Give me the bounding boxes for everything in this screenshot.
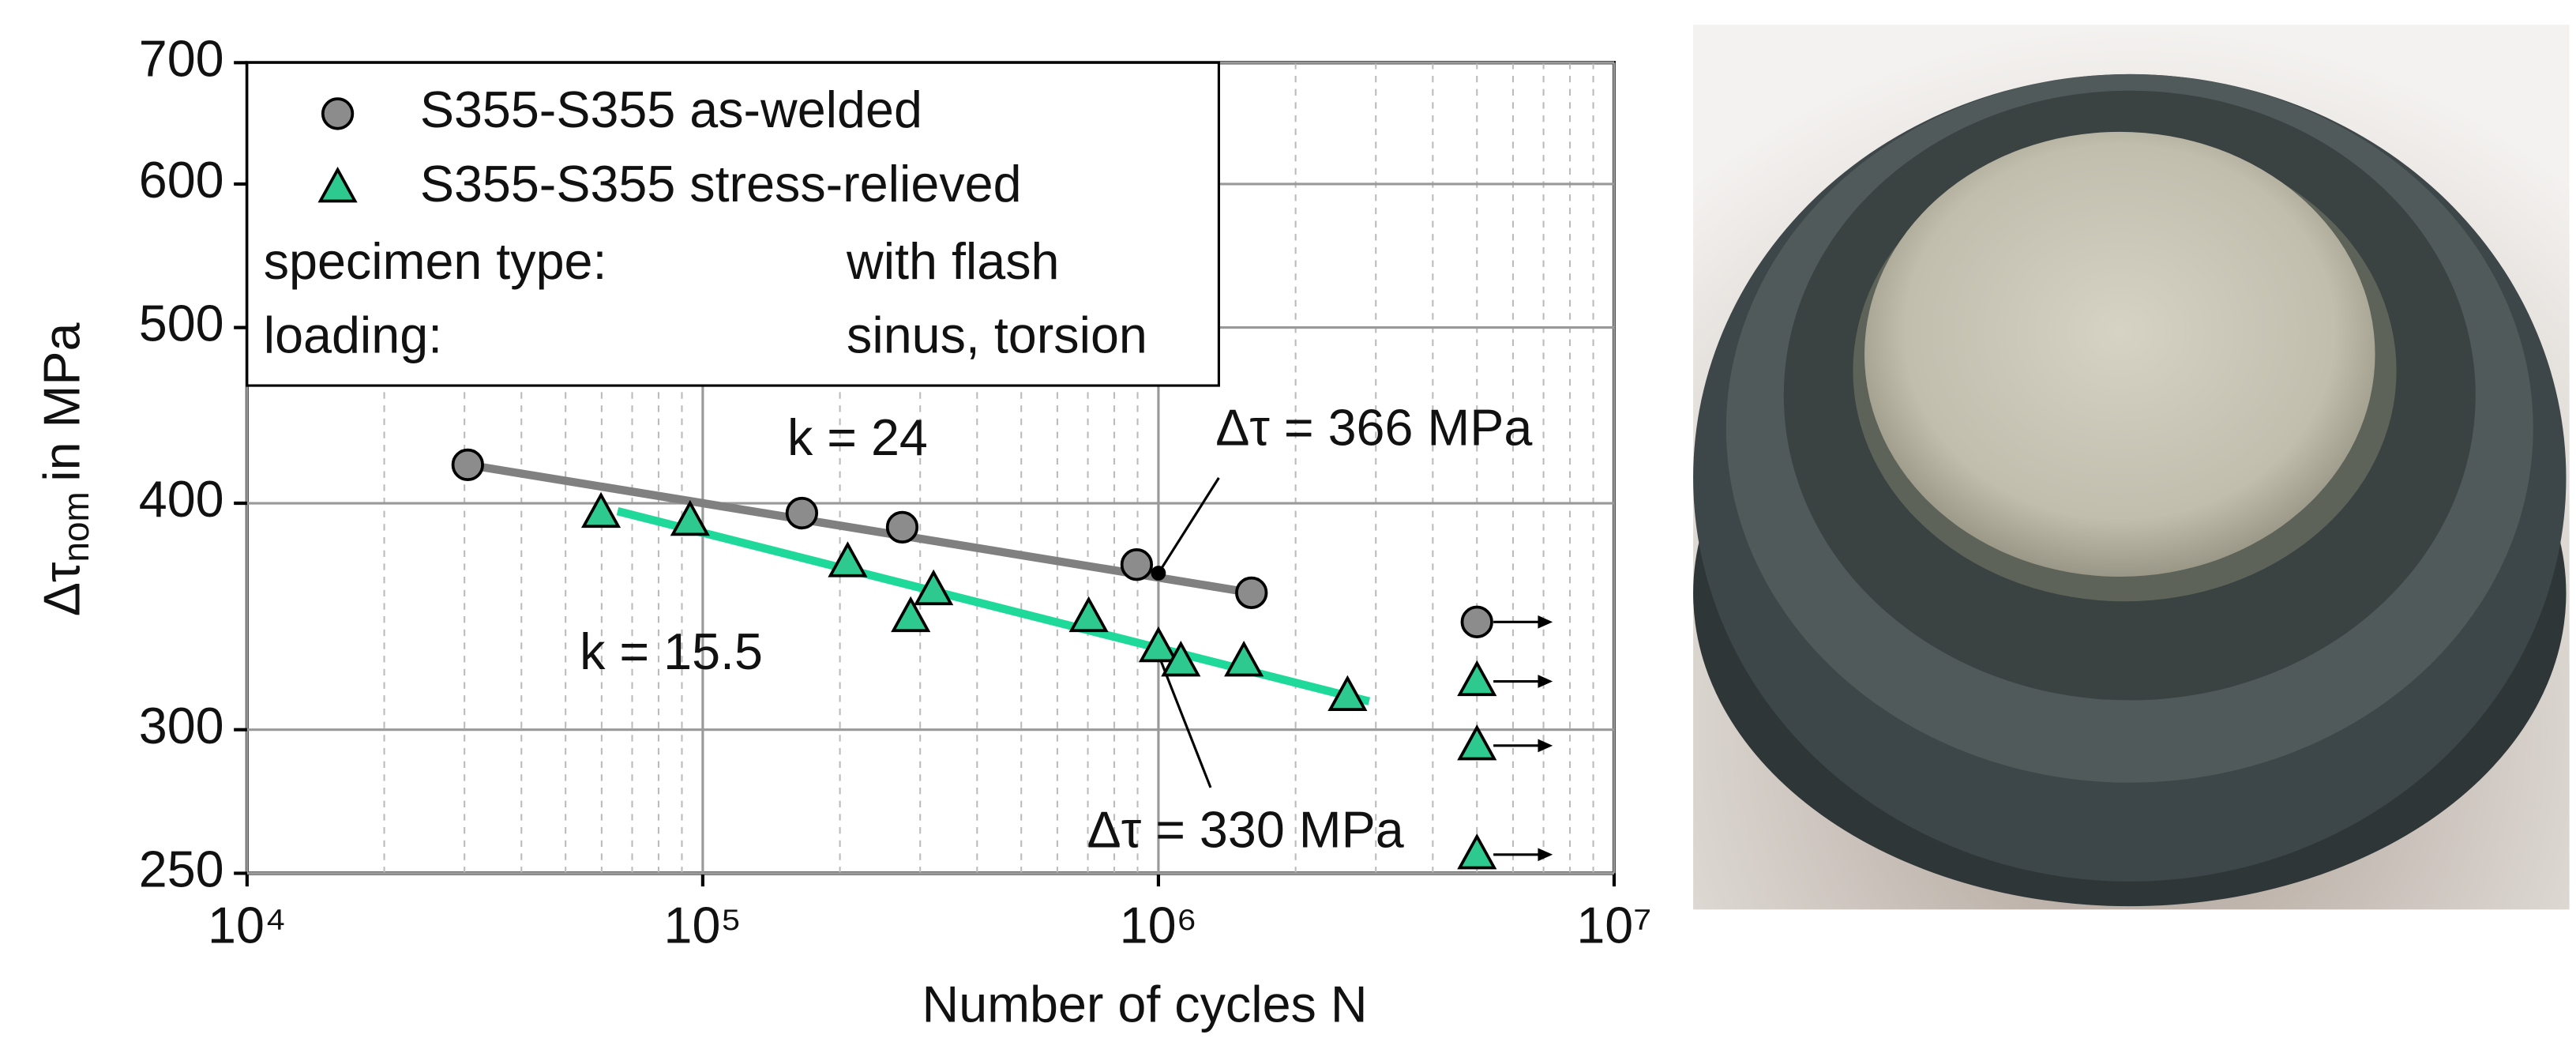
y-tick-label: 500 (139, 295, 224, 352)
runout-arrowhead (1538, 675, 1553, 688)
slope-label: k = 24 (787, 408, 928, 466)
y-tick-label: 700 (139, 29, 224, 87)
data-point (914, 569, 954, 606)
runout-arrowhead (1538, 848, 1553, 862)
runout-point (1460, 605, 1493, 638)
leader-line (1157, 477, 1220, 574)
fit-line (467, 461, 1252, 597)
y-label-subscript: nom (55, 491, 96, 562)
data-point (580, 491, 621, 528)
data-point (1224, 641, 1264, 677)
data-point (1120, 548, 1154, 581)
runout-point (1457, 660, 1497, 697)
y-tick-label: 400 (139, 470, 224, 528)
annotation-label: Δτ = 366 MPa (1215, 399, 1532, 457)
x-axis-label: Number of cycles N (922, 976, 1368, 1033)
data-point (828, 541, 868, 577)
legend-box (246, 61, 1220, 387)
x-tick-label: 10⁷ (1576, 896, 1651, 954)
x-tick-label: 10⁴ (208, 896, 287, 954)
legend-note-value: sinus, torsion (847, 307, 1147, 364)
data-point (1161, 641, 1201, 677)
data-point (1068, 596, 1109, 633)
x-tick-label: 10⁶ (1120, 896, 1198, 954)
data-point (785, 496, 819, 530)
runout-arrowhead (1538, 615, 1553, 629)
leader-line (1157, 654, 1212, 788)
x-tick-label: 10⁵ (664, 896, 742, 954)
legend-note-key: loading: (264, 307, 442, 364)
annotation-label: Δτ = 330 MPa (1087, 800, 1404, 858)
y-tick-label: 250 (139, 841, 224, 898)
runout-point (1457, 833, 1497, 870)
runout-point (1457, 724, 1497, 761)
data-point (885, 510, 919, 544)
legend-marker (321, 97, 355, 130)
runout-arrowhead (1538, 739, 1553, 753)
y-label-symbol: Δτ (33, 562, 91, 617)
y-axis-label: Δτnom in MPa (33, 323, 97, 617)
data-point (670, 499, 710, 536)
data-point (1235, 576, 1268, 610)
annotation-point (1151, 566, 1166, 581)
data-point (1138, 626, 1179, 663)
y-label-rest: in MPa (33, 323, 91, 482)
data-point (451, 448, 484, 482)
data-point (1327, 675, 1368, 712)
data-point (891, 596, 931, 633)
specimen-photo (1693, 24, 2570, 910)
legend-note-value: with flash (846, 232, 1059, 290)
legend-note-key: specimen type: (264, 232, 607, 290)
slope-label: k = 15.5 (580, 623, 763, 680)
legend-label: S355-S355 stress-relieved (420, 155, 1022, 213)
y-tick-label: 600 (139, 151, 224, 209)
legend-marker (317, 166, 358, 203)
y-tick-label: 300 (139, 697, 224, 754)
legend-label: S355-S355 as-welded (420, 81, 922, 138)
